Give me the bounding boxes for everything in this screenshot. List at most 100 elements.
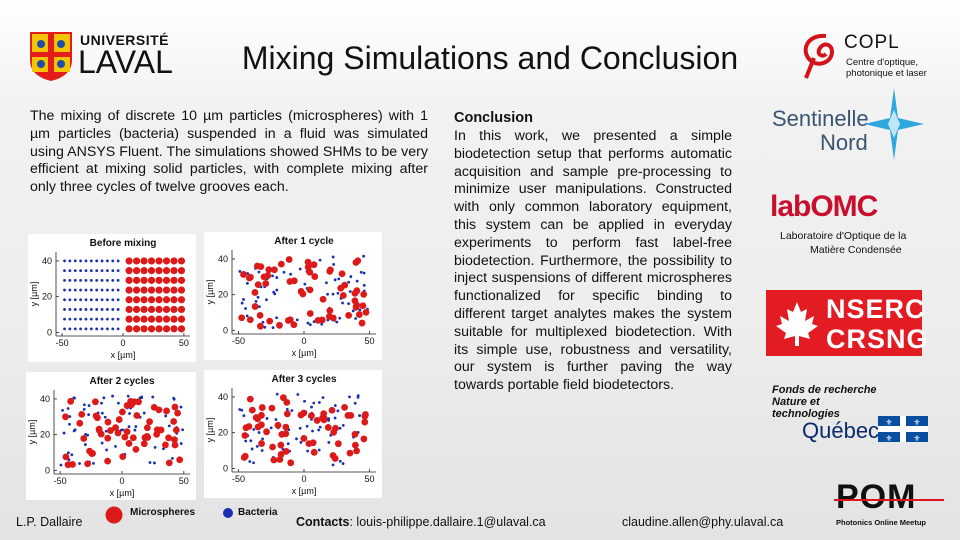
bacteria-point xyxy=(100,278,104,282)
microsphere-point xyxy=(125,257,133,265)
microsphere-point xyxy=(170,418,178,425)
x-tick-label: -50 xyxy=(56,338,69,348)
bacteria-point xyxy=(250,447,254,451)
bacteria-point xyxy=(95,308,99,311)
microsphere-point xyxy=(115,416,123,423)
bacteria-point xyxy=(63,298,66,302)
bacteria-point xyxy=(79,288,83,292)
microsphere-point xyxy=(162,276,171,284)
microsphere-point xyxy=(140,257,148,265)
pom-logo: POM Photonics Online Meetup xyxy=(834,478,946,528)
contacts-label: Contacts xyxy=(296,515,350,529)
microsphere-point xyxy=(165,459,173,467)
bacteria-point xyxy=(89,269,93,273)
bacteria-point xyxy=(305,424,309,428)
bacteria-point xyxy=(79,317,83,321)
microsphere-point xyxy=(245,274,253,282)
bacteria-point xyxy=(116,269,120,273)
microsphere-point xyxy=(112,424,119,432)
microsphere-point xyxy=(246,395,254,403)
microsphere-point xyxy=(67,397,75,405)
bacteria-point xyxy=(100,327,104,331)
microsphere-point xyxy=(246,316,254,324)
microsphere-point xyxy=(277,260,285,268)
bacteria-point xyxy=(306,449,310,453)
bacteria-point xyxy=(100,259,104,263)
bacteria-point xyxy=(303,282,307,286)
bacteria-point xyxy=(172,397,176,401)
y-axis-label: y [µm] xyxy=(205,418,215,443)
microsphere-point xyxy=(132,267,141,275)
microsphere-point xyxy=(170,315,178,323)
microsphere-point xyxy=(351,289,359,297)
bacteria-point xyxy=(269,426,273,430)
bacteria-point xyxy=(68,422,71,426)
microsphere-point xyxy=(353,447,361,455)
bacteria-point xyxy=(252,461,256,465)
microsphere-point xyxy=(170,325,178,333)
bacteria-point xyxy=(63,327,66,331)
microsphere-point xyxy=(155,286,163,294)
y-tick-label: 20 xyxy=(218,290,228,300)
microsphere-point xyxy=(125,286,133,294)
bacteria-point xyxy=(317,401,321,404)
microsphere-point xyxy=(257,263,265,270)
microsphere-point xyxy=(155,325,163,333)
microsphere-point xyxy=(240,271,247,278)
ulaval-crest-icon xyxy=(30,32,72,81)
bacteria-point xyxy=(68,259,72,263)
ulaval-line1: UNIVERSITÉ xyxy=(80,32,170,48)
bacteria-point xyxy=(89,298,93,302)
bacteria-point xyxy=(100,411,104,415)
bacteria-point xyxy=(257,270,261,274)
contact-email-1[interactable]: : louis-philippe.dallaire.1@ulaval.ca xyxy=(349,515,546,529)
microsphere-point xyxy=(174,409,181,417)
sentinelle-nord-logo: Sentinelle Nord xyxy=(772,88,924,160)
bacteria-point xyxy=(260,449,264,452)
plot-after-3-cycles: After 3 cycles -50 0 50 0 20 40 x [µm] y [µm] xyxy=(204,370,382,498)
sentinelle-line2: Nord xyxy=(820,130,868,155)
bacteria-point xyxy=(295,318,299,322)
copl-logo: COPL Centre d'optique, photonique et las… xyxy=(796,24,946,86)
frq-line3: technologies xyxy=(772,408,840,420)
bacteria-point xyxy=(337,277,341,281)
bacteria-point xyxy=(116,288,120,292)
microsphere-point xyxy=(133,412,141,419)
bacteria-point xyxy=(95,288,99,292)
x-tick-label: 50 xyxy=(364,336,374,346)
bacteria-point xyxy=(62,431,66,435)
microsphere-point xyxy=(140,440,148,448)
bacteria-point xyxy=(347,280,351,284)
contact-email-2[interactable]: claudine.allen@phy.ulaval.ca xyxy=(622,515,784,529)
microsphere-point xyxy=(121,433,129,441)
microsphere-point xyxy=(170,257,178,265)
bacteria-point xyxy=(263,325,267,329)
bacteria-point xyxy=(73,269,77,273)
bacteria-point xyxy=(362,254,366,258)
svg-text:⚜: ⚜ xyxy=(885,434,892,442)
frq-line2: Nature et xyxy=(772,396,820,408)
bacteria-point xyxy=(79,278,83,282)
bacteria-point xyxy=(261,320,265,324)
x-tick-label: 50 xyxy=(179,338,189,348)
bacteria-point xyxy=(84,298,88,302)
microsphere-point xyxy=(129,434,137,442)
bacteria-point xyxy=(273,292,277,296)
microsphere-point xyxy=(332,424,339,432)
bacteria-point xyxy=(327,441,331,444)
microsphere-point xyxy=(147,296,156,304)
bacteria-point xyxy=(92,461,95,465)
microsphere-point xyxy=(177,276,186,284)
microsphere-point xyxy=(238,314,246,322)
microsphere-point xyxy=(107,427,114,434)
bacteria-point xyxy=(336,409,340,413)
microsphere-point xyxy=(140,286,148,294)
contacts: Contacts: louis-philippe.dallaire.1@ulav… xyxy=(296,515,546,529)
bacteria-point xyxy=(327,417,331,421)
microsphere-point xyxy=(162,286,171,294)
quebec-flag-icon: ⚜ ⚜ ⚜ ⚜ xyxy=(878,416,928,442)
x-tick-label: 50 xyxy=(364,474,374,484)
bacteria-point xyxy=(265,417,269,420)
microsphere-point xyxy=(355,311,363,318)
microsphere-point xyxy=(155,315,163,323)
